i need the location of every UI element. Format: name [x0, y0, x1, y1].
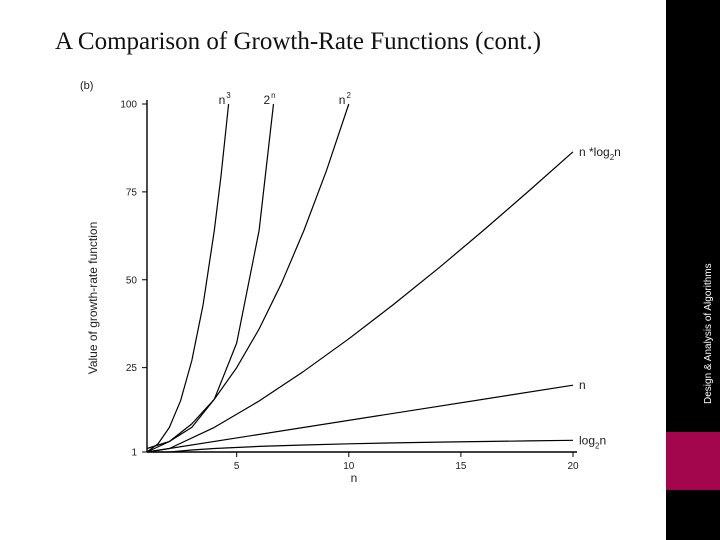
y-tick-label: 25 [126, 363, 138, 374]
x-tick-label: 20 [567, 461, 579, 472]
series-label-5: log2n [579, 433, 606, 450]
series-label-1: n3 [219, 91, 232, 107]
y-tick-label: 75 [126, 187, 138, 198]
x-tick-label: 5 [234, 461, 240, 472]
x-axis-label: n [351, 471, 358, 485]
y-axis-label: Value of growth-rate function [86, 222, 100, 375]
y-tick-label: 100 [120, 100, 137, 111]
series-label-2: n2 [339, 91, 352, 107]
series-line-0 [146, 103, 275, 450]
figure-panel: (b) 1 25 50 75 100 5 10 15 20 n Value of growth-rat… [75, 66, 649, 493]
series-label-4: n [579, 378, 586, 392]
series-label-3: n *log2n [579, 145, 621, 162]
series-label-0: 2n [263, 91, 275, 107]
growth-rate-chart: (b) 1 25 50 75 100 5 10 15 20 n Value of growth-rat… [80, 80, 621, 485]
panel-label: (b) [80, 80, 93, 92]
sidebar-course-label: Design & Analysis of Algorithms [703, 263, 714, 404]
y-tick-label: 1 [131, 448, 137, 459]
series-line-2 [146, 103, 350, 453]
series-line-3 [146, 151, 574, 453]
x-tick-label: 10 [343, 461, 355, 472]
x-tick-label: 15 [455, 461, 467, 472]
series-line-5 [147, 439, 574, 453]
slide-title: A Comparison of Growth-Rate Functions (c… [55, 28, 542, 55]
y-tick-label: 50 [126, 275, 138, 286]
series-line-1 [146, 103, 230, 453]
sidebar-accent-block [666, 432, 720, 490]
series-line-4 [146, 384, 574, 453]
